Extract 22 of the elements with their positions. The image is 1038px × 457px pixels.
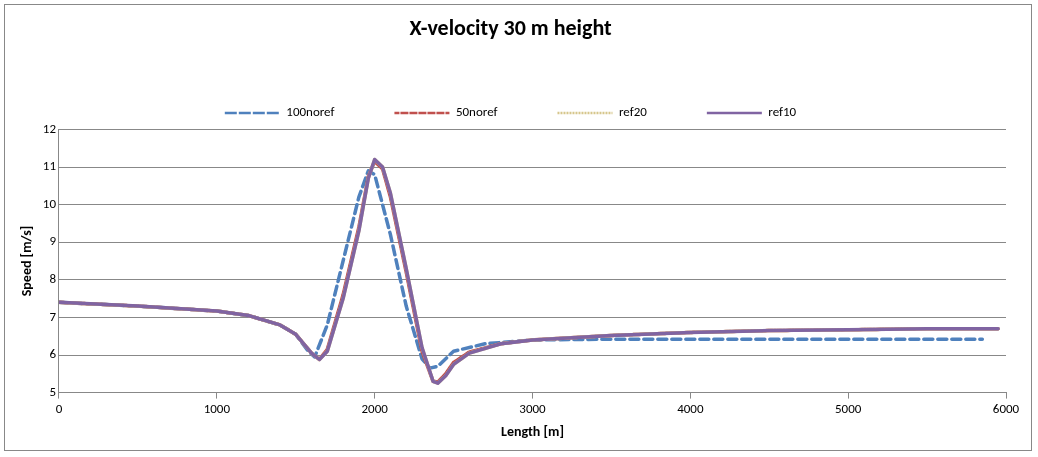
chart-title: X-velocity 30 m height: [409, 13, 612, 41]
y-tick-label: 9: [49, 233, 57, 249]
x-tick-label: 4000: [677, 400, 704, 416]
x-tick-label: 6000: [992, 400, 1020, 416]
y-tick-label: 11: [42, 158, 56, 174]
y-tick-label: 12: [42, 120, 57, 136]
x-axis-title: Length [m]: [500, 423, 564, 441]
y-tick-label: 10: [42, 195, 57, 211]
y-tick-label: 6: [49, 346, 57, 362]
y-tick-label: 7: [49, 308, 57, 324]
x-tick-label: 0: [55, 400, 63, 416]
legend-label: 100noref: [286, 104, 335, 120]
y-axis-title: Speed [m/s]: [17, 225, 35, 297]
x-tick-label: 2000: [361, 400, 389, 416]
y-tick-label: 5: [49, 383, 56, 399]
legend-label: 50noref: [455, 104, 498, 120]
x-tick-label: 1000: [203, 400, 231, 416]
legend-label: ref10: [768, 104, 797, 120]
x-tick-label: 5000: [834, 400, 862, 416]
legend-label: ref20: [618, 104, 648, 120]
x-tick-label: 3000: [519, 400, 547, 416]
y-tick-label: 8: [49, 271, 57, 287]
